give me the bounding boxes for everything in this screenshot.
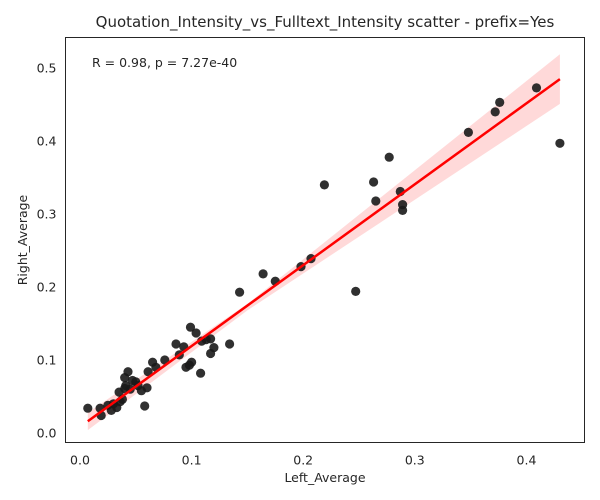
y-tick-label: 0.1 bbox=[37, 353, 57, 368]
data-point bbox=[191, 328, 201, 338]
data-point bbox=[235, 287, 245, 297]
data-point bbox=[371, 196, 381, 206]
data-point bbox=[225, 339, 235, 349]
regression-line bbox=[87, 78, 561, 423]
data-point bbox=[171, 339, 181, 349]
data-point bbox=[142, 383, 152, 393]
y-tick-label: 0.2 bbox=[37, 280, 57, 295]
x-axis-label: Left_Average bbox=[284, 470, 365, 485]
x-tick-label: 0.2 bbox=[293, 453, 313, 468]
data-point bbox=[206, 334, 216, 344]
data-point bbox=[143, 367, 153, 377]
correlation-annotation: R = 0.98, p = 7.27e-40 bbox=[92, 55, 237, 70]
data-point bbox=[398, 205, 408, 215]
data-point bbox=[258, 269, 268, 279]
y-tick-label: 0.0 bbox=[37, 426, 57, 441]
data-point bbox=[384, 152, 394, 162]
data-point bbox=[187, 357, 197, 367]
y-tick-label: 0.5 bbox=[37, 61, 57, 76]
data-point bbox=[531, 83, 542, 93]
data-point bbox=[319, 180, 329, 190]
x-tick-label: 0.4 bbox=[517, 453, 537, 468]
data-point bbox=[196, 368, 206, 378]
x-tick-label: 0.3 bbox=[405, 453, 425, 468]
data-point bbox=[185, 322, 196, 332]
y-tick-label: 0.4 bbox=[37, 134, 57, 149]
data-point bbox=[140, 401, 150, 411]
y-axis-label: Right_Average bbox=[15, 194, 30, 285]
plot-area bbox=[83, 54, 565, 431]
data-point bbox=[351, 286, 361, 296]
x-axis-ticks: 0.0 0.1 0.2 0.3 0.4 bbox=[70, 453, 536, 468]
y-axis-ticks: 0.0 0.1 0.2 0.3 0.4 0.5 bbox=[37, 61, 57, 441]
data-point bbox=[555, 138, 565, 148]
y-tick-label: 0.3 bbox=[37, 207, 57, 222]
confidence-band bbox=[87, 54, 560, 431]
data-point bbox=[209, 343, 219, 353]
data-point bbox=[123, 367, 133, 377]
x-tick-label: 0.1 bbox=[182, 453, 202, 468]
x-tick-label: 0.0 bbox=[70, 453, 90, 468]
data-point bbox=[83, 403, 93, 413]
plot-frame bbox=[65, 37, 585, 443]
data-point bbox=[495, 97, 505, 107]
data-point bbox=[463, 127, 473, 137]
chart-title: Quotation_Intensity_vs_Fulltext_Intensit… bbox=[96, 13, 555, 32]
data-point bbox=[369, 177, 379, 187]
data-point bbox=[490, 107, 500, 117]
